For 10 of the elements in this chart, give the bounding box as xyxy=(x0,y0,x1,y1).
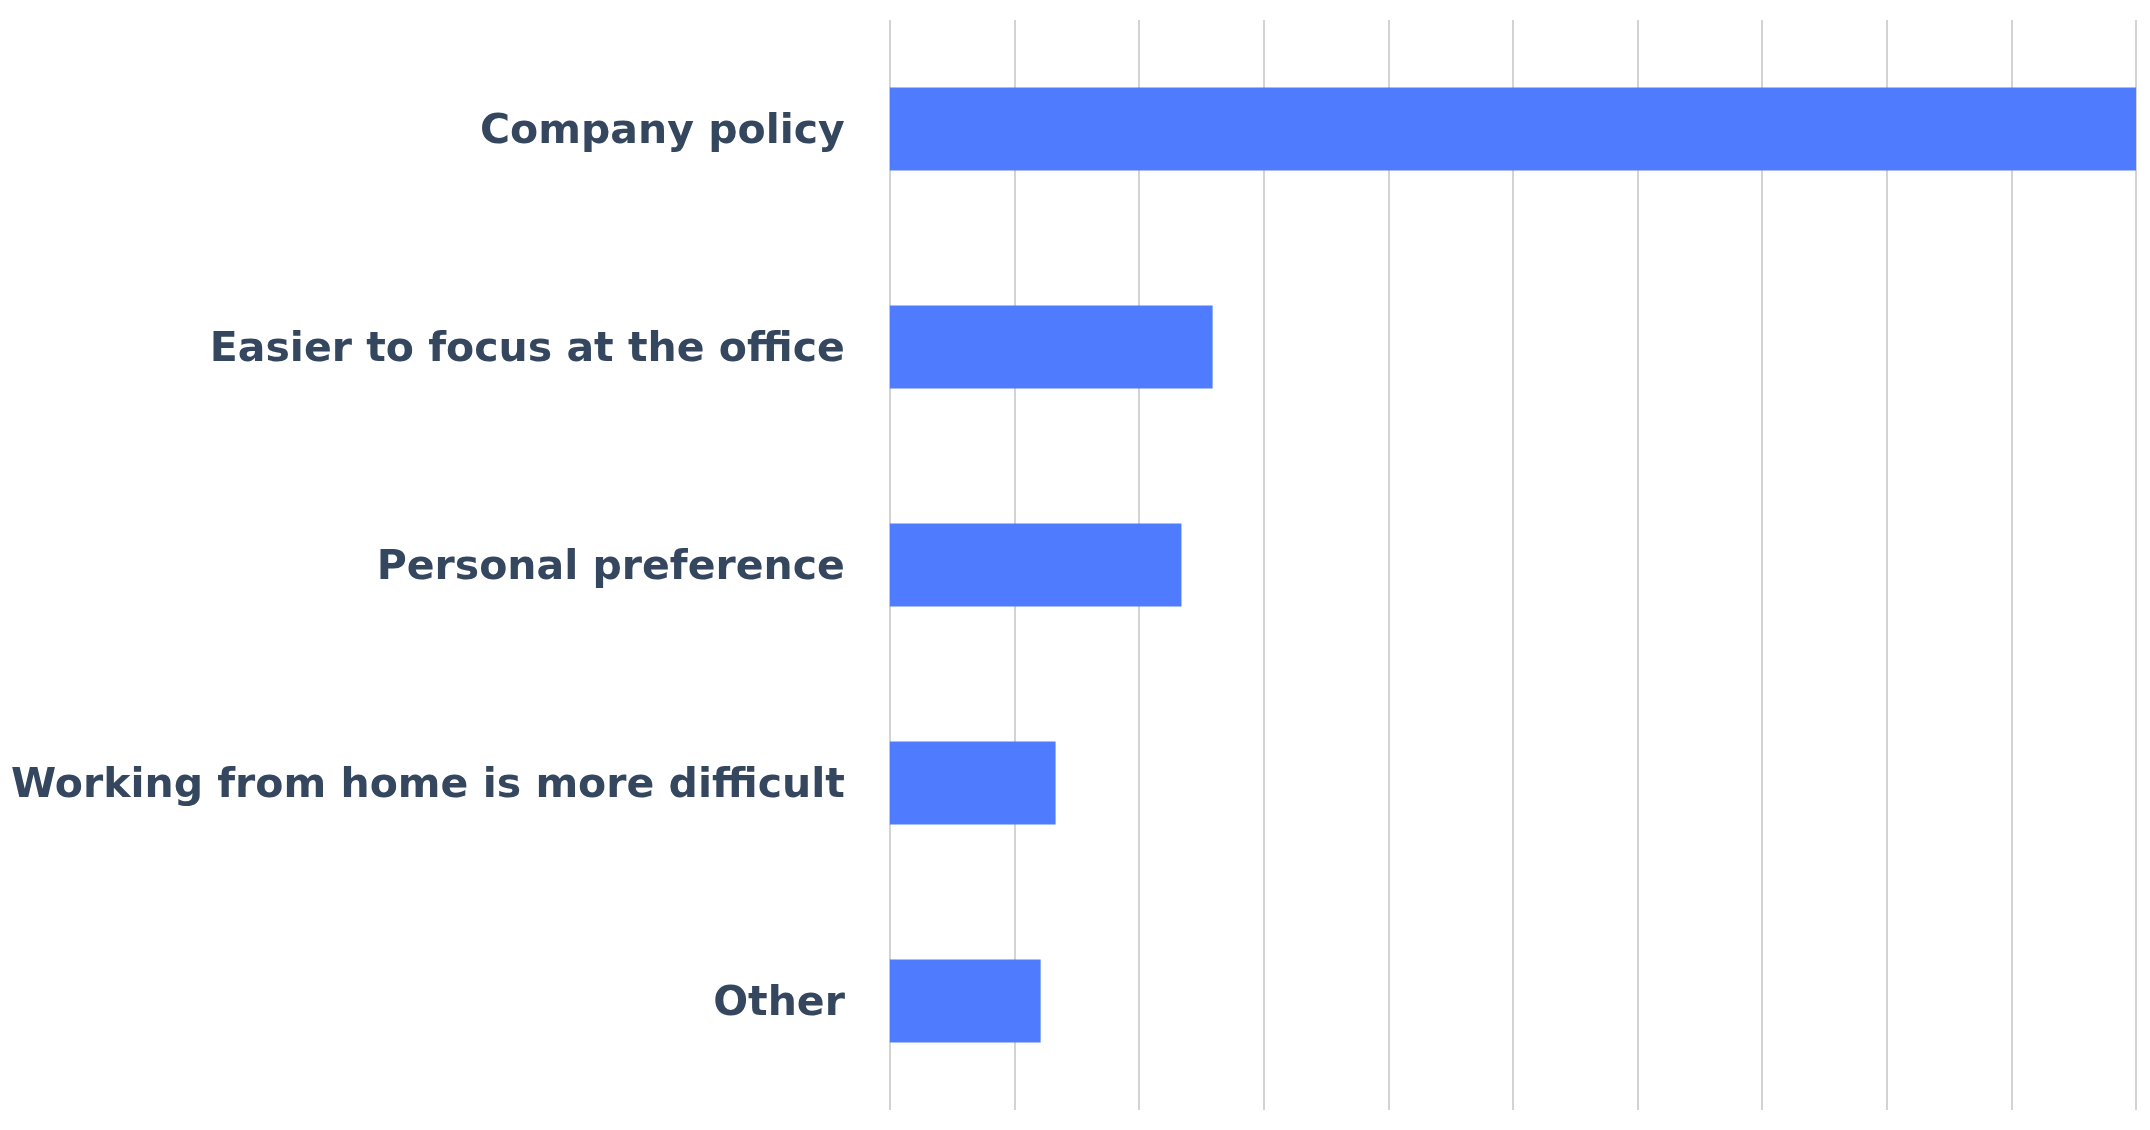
y-tick-label: Other xyxy=(713,977,846,1025)
bar xyxy=(889,959,1041,1043)
y-tick-label: Personal preference xyxy=(376,541,845,589)
y-tick-label: Company policy xyxy=(480,105,845,153)
y-tick-label: Working from home is more difficult xyxy=(10,759,845,807)
y-tick-label: Easier to focus at the office xyxy=(209,323,845,371)
bar xyxy=(889,87,2136,171)
bar xyxy=(889,741,1056,825)
bar xyxy=(889,305,1213,389)
bar xyxy=(889,523,1182,607)
